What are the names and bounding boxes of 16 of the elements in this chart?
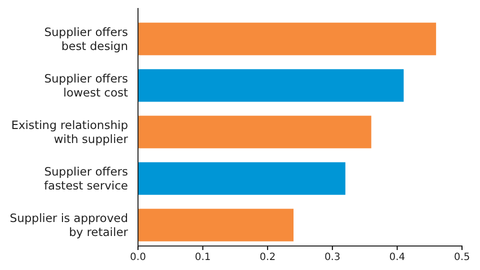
y-tick-label: Supplier offers best design — [44, 24, 128, 53]
x-tick-label: 0.3 — [324, 252, 340, 264]
bar — [138, 162, 346, 195]
x-tick-label: 0.0 — [130, 252, 146, 264]
bar — [138, 69, 404, 102]
y-tick-label: Existing relationship with supplier — [11, 118, 128, 146]
y-tick-label: Supplier offers lowest cost — [44, 71, 128, 100]
y-tick-label: Supplier offers fastest service — [44, 164, 128, 193]
x-tick-label: 0.5 — [454, 252, 470, 264]
bar — [138, 116, 372, 148]
y-tick-label: Supplier is approved by retailer — [10, 211, 128, 240]
bar — [138, 208, 294, 242]
x-tick-label: 0.2 — [260, 252, 276, 264]
x-tick-label: 0.4 — [389, 252, 406, 264]
bar — [138, 22, 436, 56]
x-tick-label: 0.1 — [194, 252, 211, 264]
